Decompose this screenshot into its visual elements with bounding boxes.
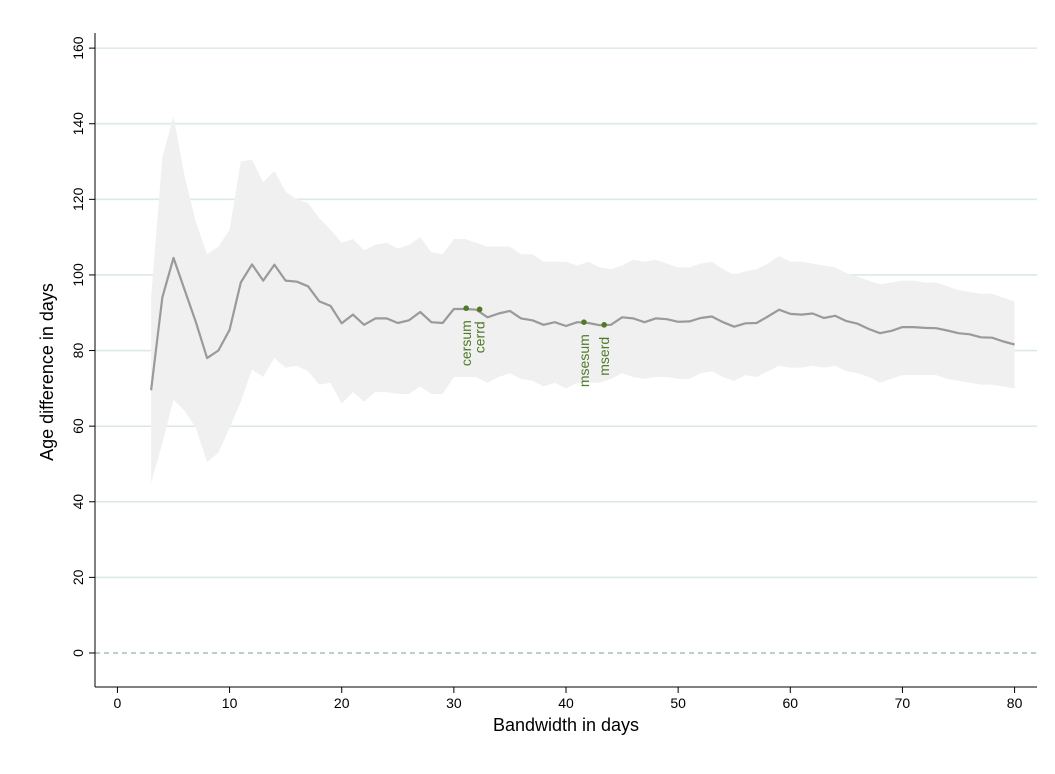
confidence-band-area	[151, 116, 1015, 483]
x-tick-label-10: 10	[222, 695, 238, 711]
y-axis-title: Age difference in days	[37, 283, 57, 461]
x-tick-label-70: 70	[895, 695, 911, 711]
x-tick-label-50: 50	[670, 695, 686, 711]
y-tick-label-40: 40	[70, 494, 86, 510]
x-tick-label-0: 0	[114, 695, 122, 711]
y-tick-label-0: 0	[70, 649, 86, 657]
annotation-marker-cersum	[463, 305, 469, 312]
y-tick-label-100: 100	[70, 263, 86, 287]
annotation-label-cersum: cersum	[458, 320, 474, 366]
x-tick-label-60: 60	[782, 695, 798, 711]
y-tick-label-140: 140	[70, 112, 86, 136]
y-tick-label-80: 80	[70, 343, 86, 359]
x-tick-label-40: 40	[558, 695, 574, 711]
y-tick-label-160: 160	[70, 36, 86, 60]
annotation-marker-cerrd	[476, 306, 483, 313]
x-tick-label-30: 30	[446, 695, 462, 711]
x-axis-title: Bandwidth in days	[493, 715, 639, 735]
annotation-label-mserd: mserd	[596, 337, 612, 376]
y-tick-label-60: 60	[70, 418, 86, 434]
annotation-label-cerrd: cerrd	[472, 321, 488, 353]
axes: 0 10 20 30 40 50 60 70 80 0 20 40 60 80 100 120 140 160	[70, 33, 1037, 711]
annotation-marker-msesum	[581, 319, 587, 325]
annotation-label-msesum: msesum	[576, 334, 592, 387]
y-tick-label-120: 120	[70, 187, 86, 211]
x-tick-label-80: 80	[1007, 695, 1023, 711]
annotation-marker-mserd	[601, 322, 607, 328]
confidence-band	[151, 116, 1015, 483]
y-tick-label-20: 20	[70, 569, 86, 585]
x-tick-label-20: 20	[334, 695, 350, 711]
